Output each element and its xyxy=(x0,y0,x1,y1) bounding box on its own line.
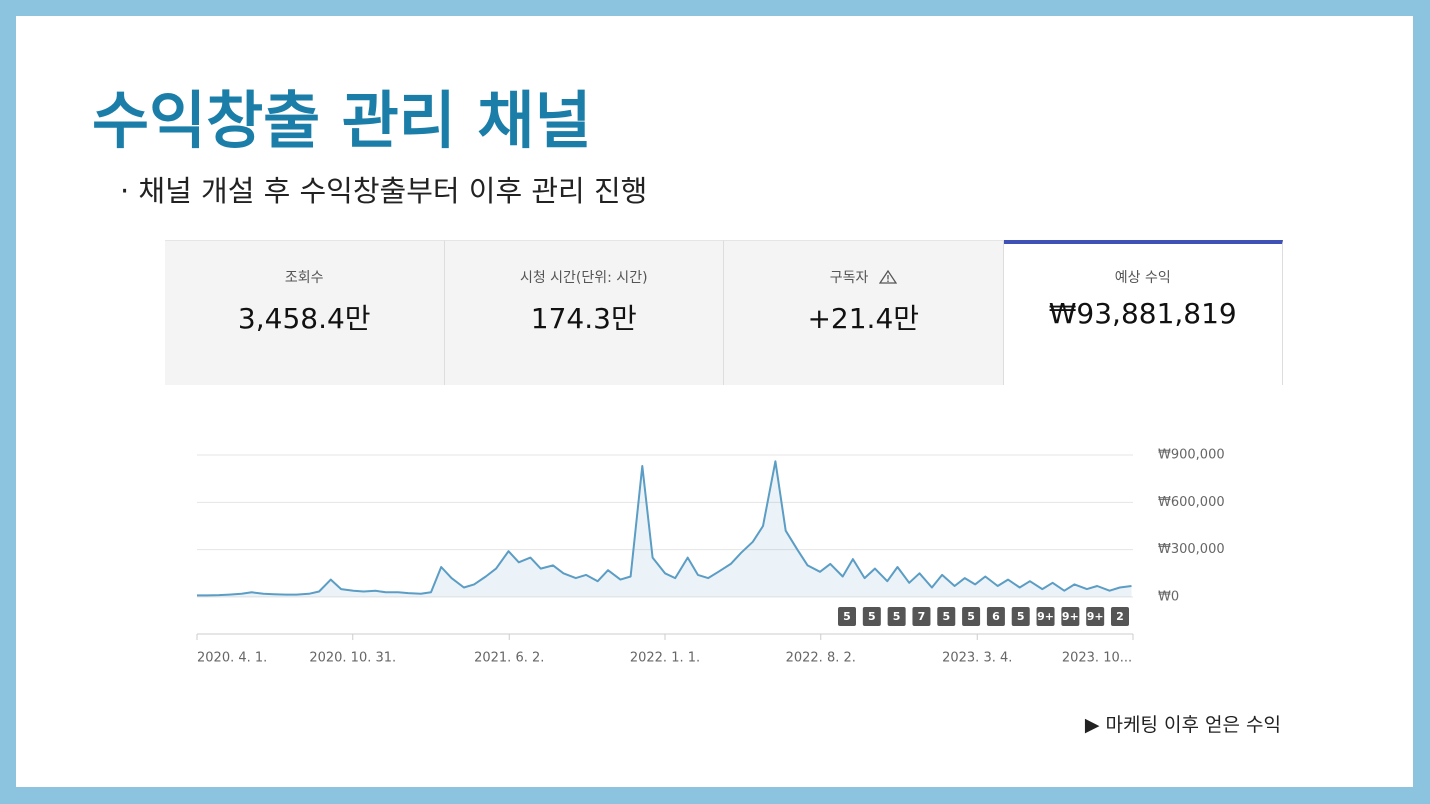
badge-label: 5 xyxy=(893,610,901,623)
badge-box xyxy=(962,607,981,626)
annotation-badge[interactable]: 5 xyxy=(862,607,881,626)
annotation-badge[interactable]: 5 xyxy=(887,607,906,626)
annotation-badge[interactable]: 2 xyxy=(1111,607,1129,626)
x-tick-label: 2022. 8. 2. xyxy=(786,651,856,666)
caption: ▶ 마케팅 이후 얻은 수익 xyxy=(1084,714,1281,736)
y-tick-label: ₩0 xyxy=(1158,590,1179,605)
slide: 수익창출 관리 채널 · 채널 개설 후 수익창출부터 이후 관리 진행 조회수… xyxy=(16,16,1413,787)
badge-box xyxy=(937,607,956,626)
badge-box xyxy=(1086,607,1105,626)
annotation-badge[interactable]: 5 xyxy=(1011,607,1030,626)
y-tick-label: ₩300,000 xyxy=(1158,542,1225,557)
annotation-badge[interactable]: 9+ xyxy=(1061,607,1080,626)
metric-tab[interactable]: 조회수 3,458.4만 xyxy=(165,240,445,385)
metric-label: 시청 시간(단위: 시간) xyxy=(519,270,648,286)
metric-label: 예상 수익 xyxy=(1114,270,1171,286)
badge-box xyxy=(912,607,931,626)
badge-label: 9+ xyxy=(1062,610,1079,623)
x-tick-label: 2020. 10. 31. xyxy=(309,651,396,666)
badge-label: 2 xyxy=(1116,610,1124,623)
badge-box xyxy=(1111,607,1129,626)
x-tick-label: 2023. 3. 4. xyxy=(942,651,1012,666)
badge-label: 5 xyxy=(843,610,851,623)
metric-value: ₩93,881,819 xyxy=(1048,297,1237,330)
metric-value: 3,458.4만 xyxy=(237,302,371,335)
annotation-badge[interactable]: 9+ xyxy=(1086,607,1105,626)
metric-tabs: 조회수 3,458.4만 시청 시간(단위: 시간) 174.3만 구독자 +21.… xyxy=(165,240,1283,385)
annotation-badge[interactable]: 5 xyxy=(838,607,856,626)
badge-label: 5 xyxy=(1017,610,1025,623)
annotation-badge[interactable]: 5 xyxy=(937,607,956,626)
line xyxy=(197,460,1132,597)
badge-box xyxy=(1011,607,1030,626)
metric-tab[interactable]: 시청 시간(단위: 시간) 174.3만 xyxy=(444,240,724,385)
y-tick-label: ₩900,000 xyxy=(1158,448,1225,463)
annotation-badge[interactable]: 6 xyxy=(986,607,1005,626)
annotation-badge[interactable]: 9+ xyxy=(1036,607,1055,626)
area-fill xyxy=(197,461,1132,597)
badge-box xyxy=(1036,607,1055,626)
badge-box xyxy=(862,607,881,626)
badge-box xyxy=(887,607,906,626)
badge-label: 6 xyxy=(992,610,1000,623)
metric-label: 구독자 xyxy=(724,267,1003,287)
slide-title: 수익창출 관리 채널 xyxy=(92,84,592,157)
badge-label: 5 xyxy=(967,610,975,623)
badge-box xyxy=(1061,607,1080,626)
badge-box xyxy=(986,607,1005,626)
badge-label: 9+ xyxy=(1037,610,1054,623)
x-tick-label: 2023. 10... xyxy=(1062,651,1132,666)
warning-icon xyxy=(878,269,898,284)
badge-box xyxy=(838,607,856,626)
badge-label: 9+ xyxy=(1087,610,1104,623)
metric-label-text: 구독자 xyxy=(829,270,869,286)
x-tick-label: 2021. 6. 2. xyxy=(474,651,544,666)
metric-label: 조회수 xyxy=(284,270,324,286)
metric-tab[interactable]: 구독자 +21.4만 xyxy=(724,240,1004,385)
badge-label: 7 xyxy=(918,610,926,623)
badge-label: 5 xyxy=(942,610,950,623)
chart: ₩0 ₩300,000 ₩600,000 ₩900,000 2020. 4. 1. 202… xyxy=(196,448,1225,666)
metric-value: +21.4만 xyxy=(807,302,920,335)
y-tick-label: ₩600,000 xyxy=(1158,495,1225,510)
metric-tab[interactable]: 예상 수익 ₩93,881,819 xyxy=(1003,240,1283,385)
badge-label: 5 xyxy=(868,610,876,623)
metric-value: 174.3만 xyxy=(530,302,637,335)
annotation-badge[interactable]: 7 xyxy=(912,607,931,626)
annotation-badge[interactable]: 5 xyxy=(962,607,981,626)
x-tick-label: 2022. 1. 1. xyxy=(630,651,700,666)
x-tick-label: 2020. 4. 1. xyxy=(197,651,267,666)
slide-subtitle: · 채널 개설 후 수익창출부터 이후 관리 진행 xyxy=(120,174,648,208)
